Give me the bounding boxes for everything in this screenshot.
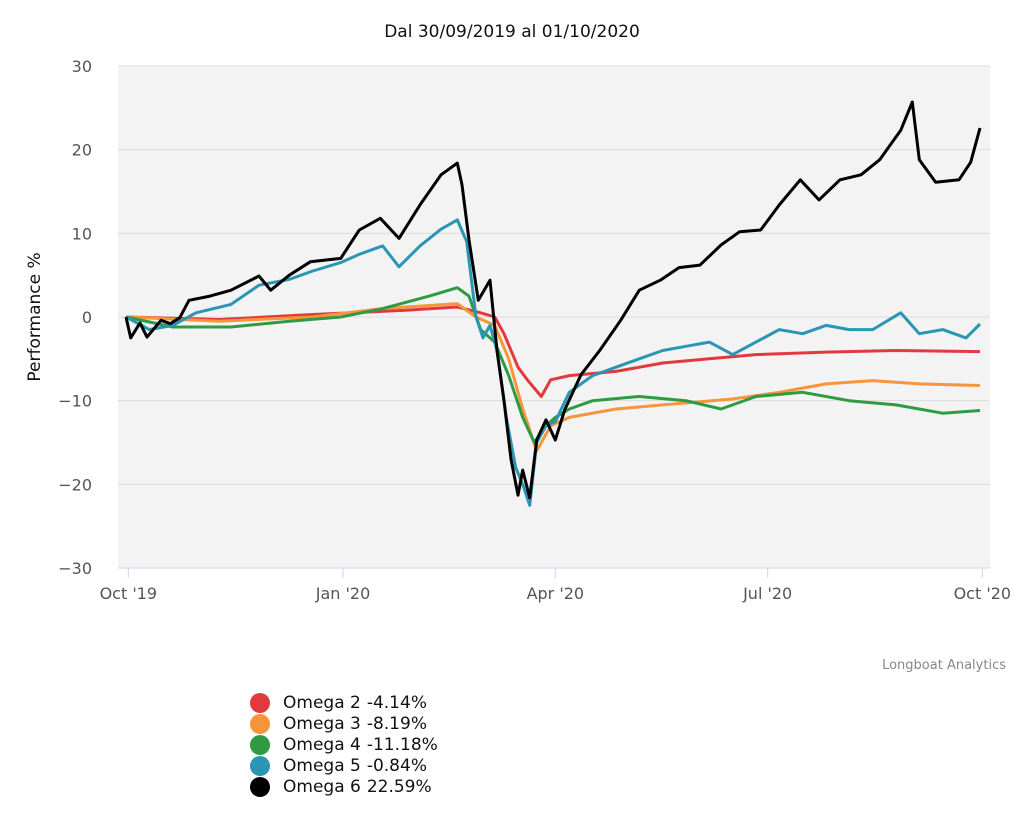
legend-item-omega-6[interactable]: Omega 6 22.59% [250, 776, 438, 797]
legend-item-omega-5[interactable]: Omega 5 -0.84% [250, 755, 438, 776]
y-axis-label: Performance % [25, 252, 45, 381]
x-tick-label: Jan '20 [315, 584, 371, 603]
y-tick-label: −20 [58, 475, 92, 494]
chart-title: Dal 30/09/2019 al 01/10/2020 [384, 22, 640, 42]
x-tick-label: Oct '19 [100, 584, 158, 603]
legend-dot-icon [250, 692, 270, 713]
legend-item-omega-4[interactable]: Omega 4 -11.18% [250, 734, 438, 755]
legend-item-omega-2[interactable]: Omega 2 -4.14% [250, 692, 438, 713]
series-line-omega-6 [124, 100, 982, 500]
y-tick-label: 0 [82, 308, 92, 327]
y-tick-label: −30 [58, 559, 92, 578]
legend-dot-icon [250, 734, 270, 755]
legend-item-omega-3[interactable]: Omega 3 -8.19% [250, 713, 438, 734]
x-tick-label: Oct '20 [954, 584, 1012, 603]
series-line-omega-2 [125, 305, 981, 398]
x-tick-label: Apr '20 [527, 584, 585, 603]
legend-dot-icon [250, 755, 270, 776]
series-line-omega-5 [125, 218, 982, 507]
series-line-omega-3 [125, 302, 981, 453]
legend-dot-icon [250, 713, 270, 734]
y-tick-label: 20 [72, 141, 92, 160]
legend: Omega 2 -4.14% Omega 3 -8.19% Omega 4 -11.1… [250, 692, 438, 797]
y-tick-label: −10 [58, 392, 92, 411]
series-line-omega-4 [125, 286, 981, 444]
legend-dot-icon [250, 776, 270, 797]
x-tick-label: Jul '20 [742, 584, 792, 603]
y-tick-label: 30 [72, 57, 92, 76]
y-tick-label: 10 [72, 224, 92, 243]
chart-credit[interactable]: Longboat Analytics [882, 658, 1006, 673]
